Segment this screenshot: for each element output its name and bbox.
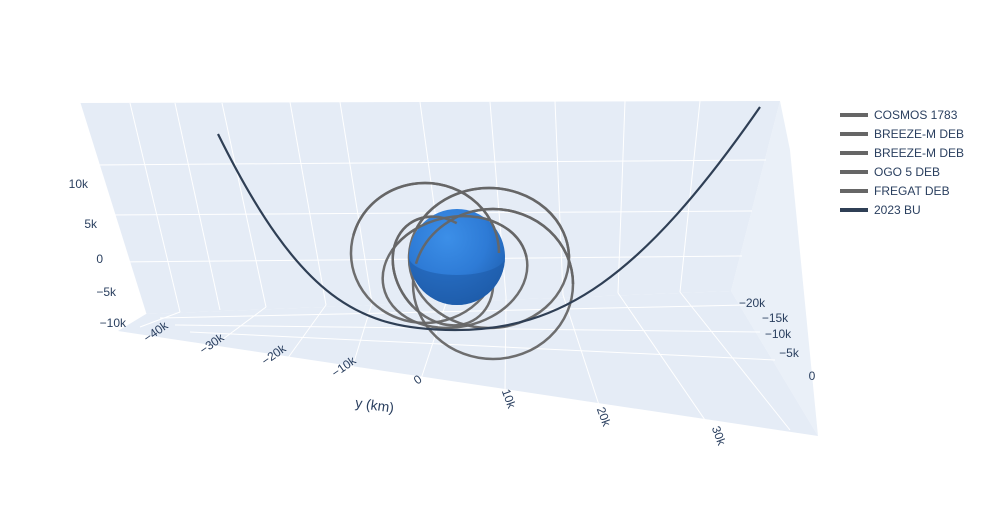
orbit-trace-front xyxy=(349,181,501,325)
x-tick-label: −5k xyxy=(779,346,800,360)
earth-shade xyxy=(409,257,505,305)
grid-line xyxy=(617,292,706,421)
grid-line xyxy=(562,294,601,409)
y-axis-title: y (km) xyxy=(354,394,395,415)
grid-line xyxy=(189,331,776,361)
grid-line xyxy=(107,210,753,216)
y-tick-label: 10k xyxy=(499,387,519,411)
grid-line xyxy=(679,291,791,431)
side-wall xyxy=(731,101,818,436)
grid-line xyxy=(174,102,221,311)
x-tick-label: −10k xyxy=(765,327,792,341)
grid-line xyxy=(617,100,626,294)
orbits-front xyxy=(217,106,761,361)
y-tick-label: 20k xyxy=(594,405,614,429)
z-tick-label: −5k xyxy=(96,285,117,299)
z-tick-label: −10k xyxy=(100,316,127,330)
grid-line xyxy=(289,101,327,306)
grid-line xyxy=(679,100,701,293)
x-tick-label: −20k xyxy=(739,296,766,310)
orbit-trace-front xyxy=(411,207,575,361)
legend-label[interactable]: BREEZE-M DEB xyxy=(874,127,964,141)
legend: COSMOS 1783 BREEZE-M DEB BREEZE-M DEB OGO 5… xyxy=(840,108,964,217)
grid-line xyxy=(79,102,147,315)
z-tick-label: 10k xyxy=(69,177,89,191)
grid-line xyxy=(159,304,746,319)
floor-plane xyxy=(118,291,818,436)
z-tick-label: 5k xyxy=(84,217,98,231)
x-tick-label: 0 xyxy=(809,369,816,383)
grid-line xyxy=(139,311,181,328)
x-tick-label: −15k xyxy=(762,311,789,325)
grid-line xyxy=(504,296,507,396)
grid-line xyxy=(339,101,373,304)
orbit-trace-front xyxy=(391,215,495,327)
legend-label[interactable]: COSMOS 1783 xyxy=(874,108,958,122)
legend-label[interactable]: BREEZE-M DEB xyxy=(874,146,964,160)
grid-line xyxy=(174,324,761,333)
legend-label[interactable]: OGO 5 DEB xyxy=(874,165,940,179)
legend-label[interactable]: 2023 BU xyxy=(874,203,921,217)
legend-label[interactable]: FREGAT DEB xyxy=(874,184,950,198)
grid-line xyxy=(129,102,181,313)
grid-line xyxy=(221,102,267,308)
grid-line xyxy=(554,100,564,296)
trajectory-trace xyxy=(217,106,761,332)
z-tick-label: 0 xyxy=(96,252,103,266)
grid-line xyxy=(94,159,767,166)
y-tick-label: 30k xyxy=(709,424,729,448)
